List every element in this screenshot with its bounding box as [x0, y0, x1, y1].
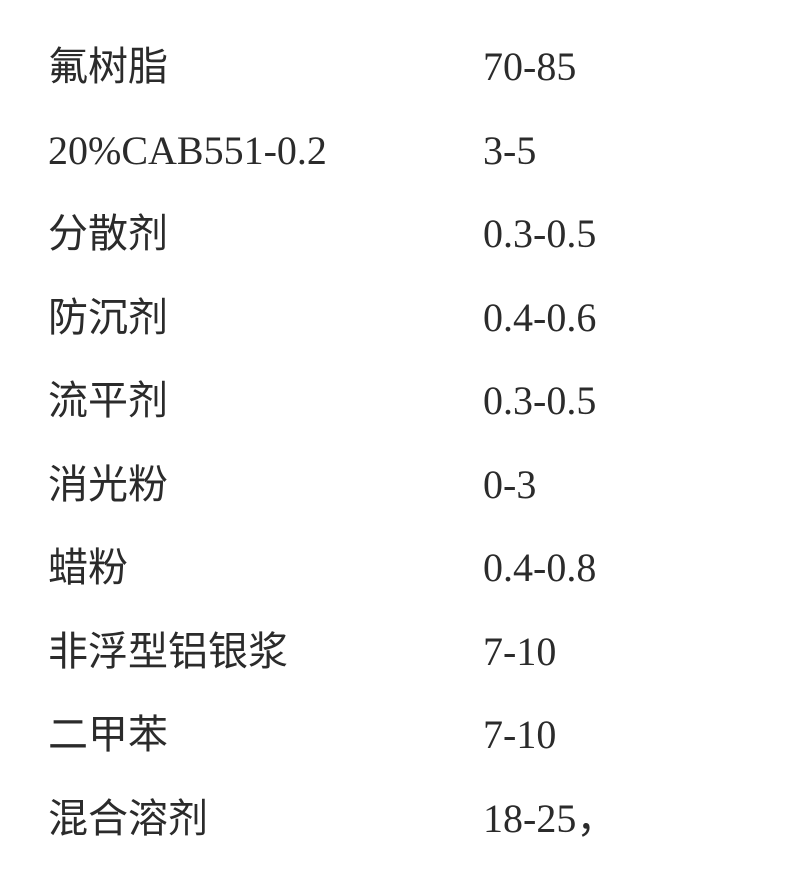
table-row: 防沉剂 0.4-0.6 — [48, 276, 760, 360]
table-row: 氟树脂 70-85 — [48, 25, 760, 109]
table-row: 非浮型铝银浆 7-10 — [48, 610, 760, 694]
ingredient-value: 0.4-0.6 — [483, 276, 596, 360]
table-row: 消光粉 0-3 — [48, 443, 760, 527]
ingredient-name: 非浮型铝银浆 — [48, 610, 483, 694]
ingredient-name: 消光粉 — [48, 443, 483, 527]
ingredient-value: 0.3-0.5 — [483, 359, 596, 443]
ingredient-name: 防沉剂 — [48, 276, 483, 360]
table-row: 流平剂 0.3-0.5 — [48, 359, 760, 443]
ingredient-value: 0-3 — [483, 443, 536, 527]
ingredient-name: 分散剂 — [48, 192, 483, 276]
ingredient-name: 蜡粉 — [48, 526, 483, 610]
ingredient-value: 0.3-0.5 — [483, 192, 596, 276]
ingredient-value: 18-25， — [483, 777, 616, 861]
ingredient-name: 二甲苯 — [48, 693, 483, 777]
ingredient-name: 流平剂 — [48, 359, 483, 443]
ingredient-value: 0.4-0.8 — [483, 526, 596, 610]
ingredient-name: 混合溶剂 — [48, 777, 483, 861]
ingredient-value: 3-5 — [483, 109, 536, 193]
ingredient-value: 7-10 — [483, 610, 556, 694]
table-row: 蜡粉 0.4-0.8 — [48, 526, 760, 610]
composition-table: 氟树脂 70-85 20%CAB551-0.2 3-5 分散剂 0.3-0.5 … — [0, 0, 800, 885]
table-row: 二甲苯 7-10 — [48, 693, 760, 777]
table-row: 分散剂 0.3-0.5 — [48, 192, 760, 276]
table-row: 20%CAB551-0.2 3-5 — [48, 109, 760, 193]
ingredient-name: 20%CAB551-0.2 — [48, 109, 483, 193]
ingredient-name: 氟树脂 — [48, 25, 483, 109]
table-row: 混合溶剂 18-25， — [48, 777, 760, 861]
ingredient-value: 70-85 — [483, 25, 576, 109]
ingredient-value: 7-10 — [483, 693, 556, 777]
